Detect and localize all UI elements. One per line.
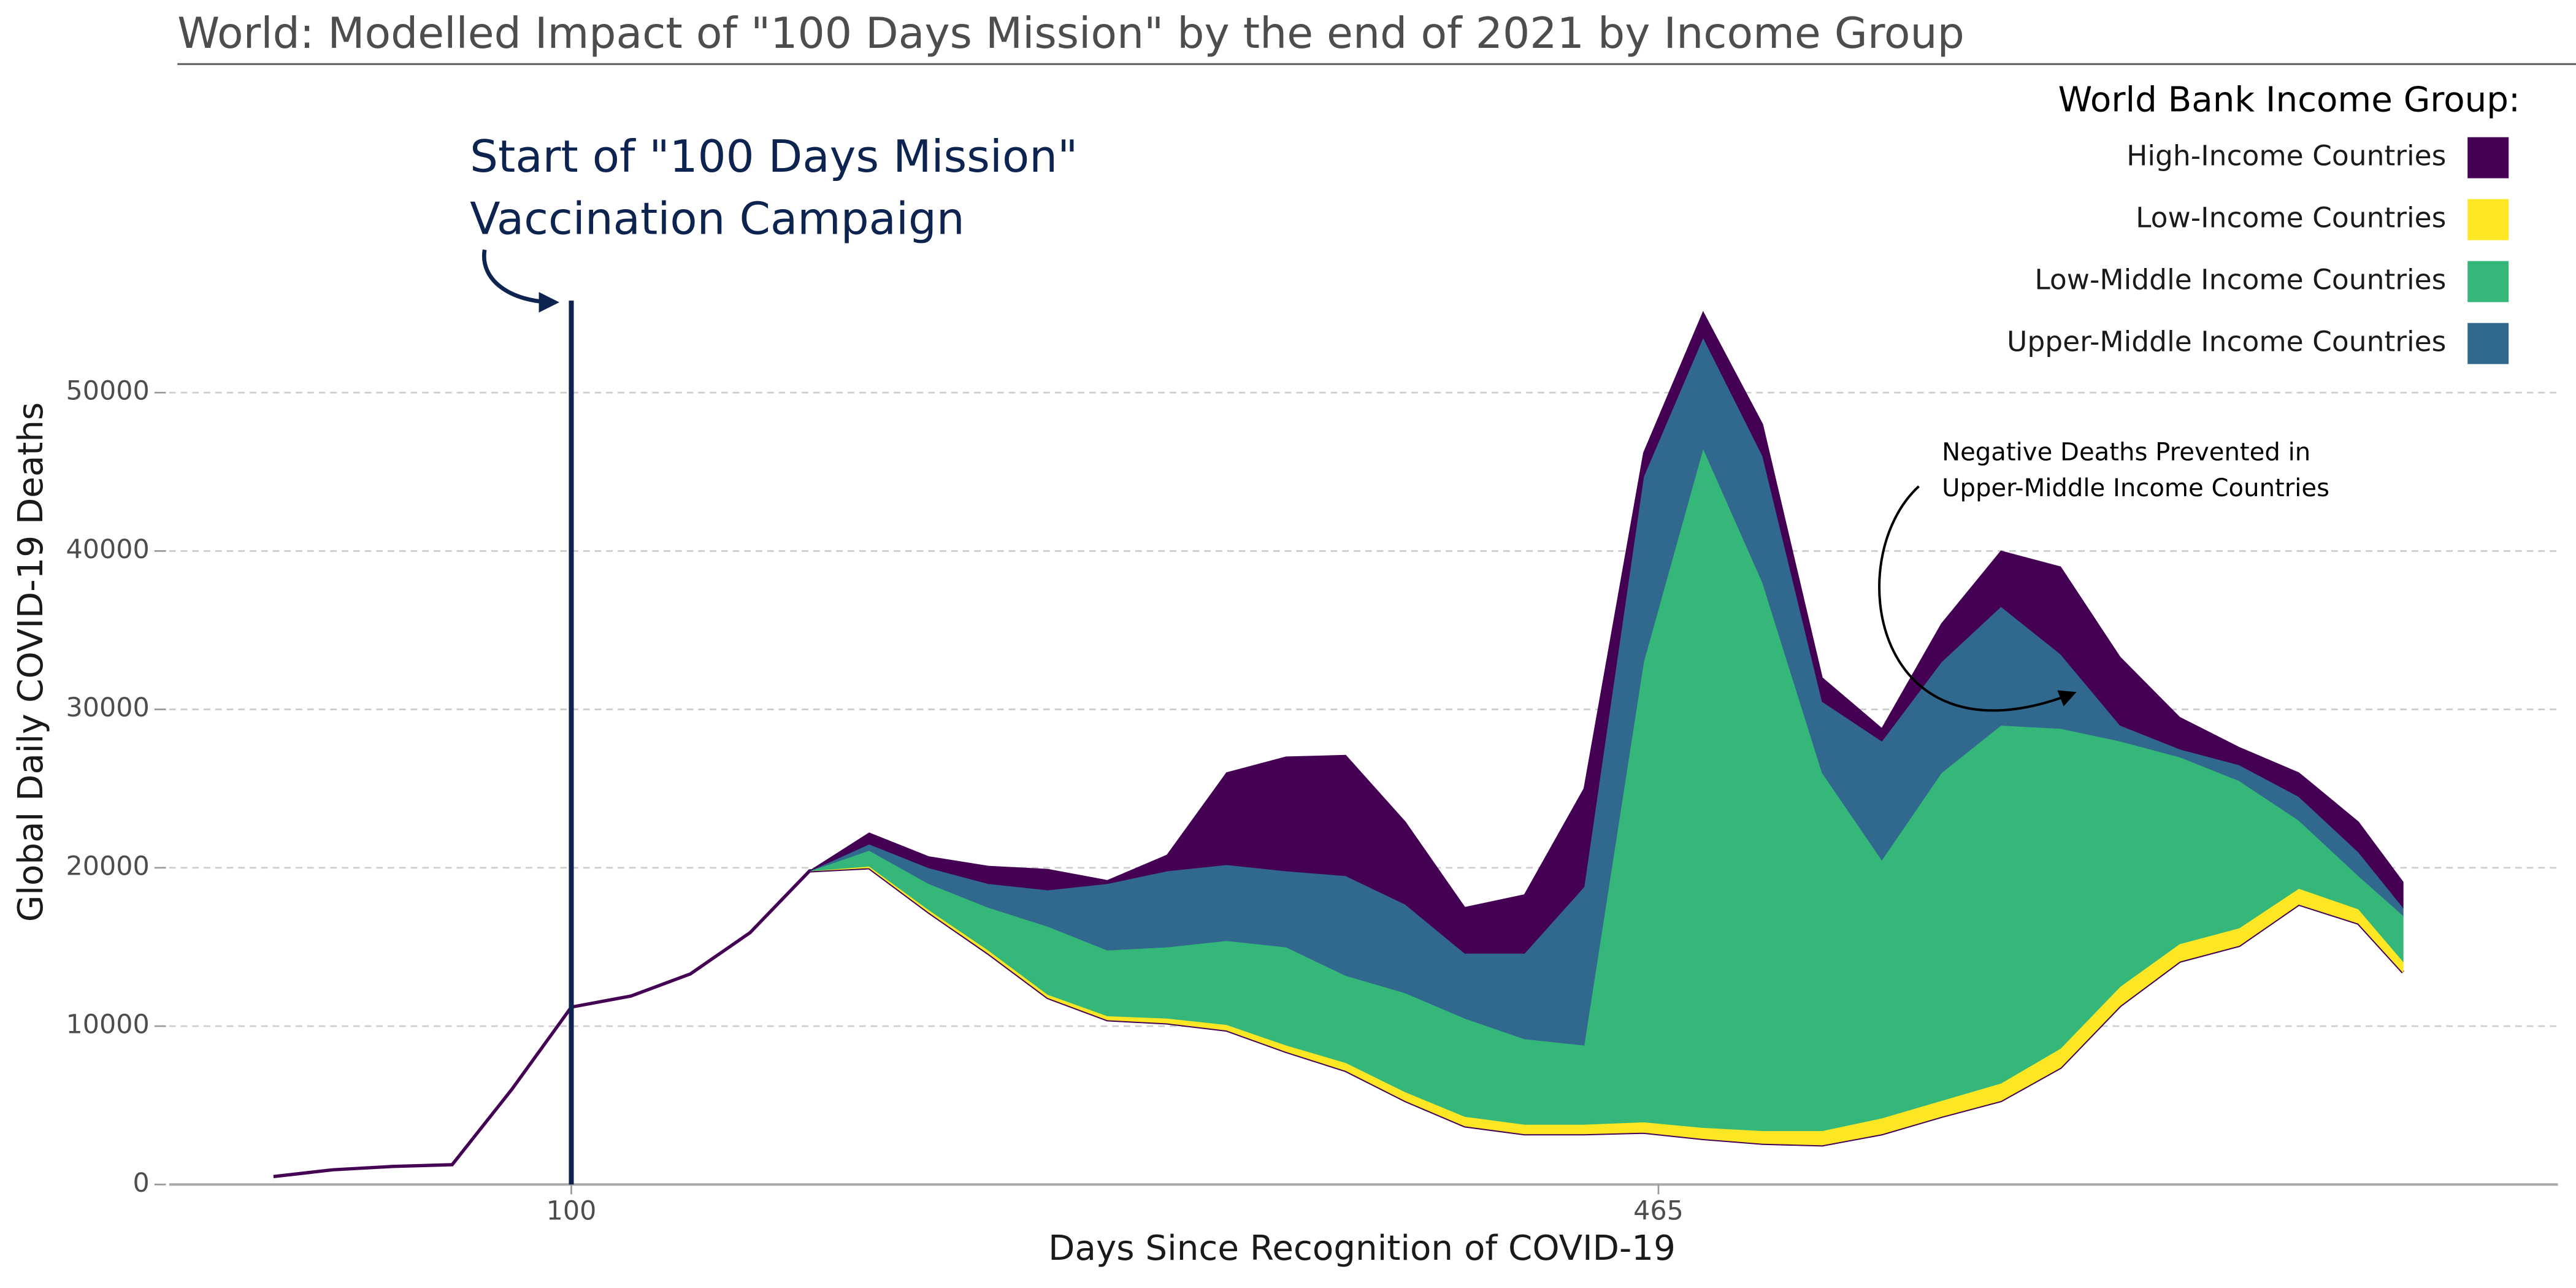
x-axis-title: Days Since Recognition of COVID-19: [1048, 1229, 1676, 1268]
y-tick-label: 40000: [66, 534, 149, 565]
annotation: Upper-Middle Income Countries: [1942, 474, 2329, 502]
y-axis-title: Global Daily COVID-19 Deaths: [11, 402, 51, 922]
legend-label: Upper-Middle Income Countries: [2007, 326, 2446, 358]
y-tick-label: 0: [132, 1168, 149, 1198]
x-tick-label: 465: [1633, 1195, 1684, 1226]
y-tick-label: 20000: [66, 851, 149, 881]
ribbon-area: [809, 310, 2404, 954]
legend-swatch: [2467, 261, 2509, 302]
vline-label: Vaccination Campaign: [470, 194, 965, 245]
legend-label: High-Income Countries: [2126, 140, 2446, 172]
y-tick-label: 50000: [66, 376, 149, 407]
legend-label: Low-Income Countries: [2136, 202, 2446, 234]
plot-layer: 0 10000 20000 30000 40000 50000 100 465: [66, 301, 2558, 1226]
legend-swatch: [2467, 323, 2509, 364]
y-tick-label: 10000: [66, 1010, 149, 1040]
vline-label: Start of "100 Days Mission": [470, 131, 1078, 183]
legend-swatch: [2467, 199, 2509, 240]
x-tick-label: 100: [546, 1195, 597, 1226]
legend-swatch: [2467, 137, 2509, 178]
annotation: Negative Deaths Prevented in: [1942, 438, 2310, 466]
y-tick-label: 30000: [66, 692, 149, 723]
legend-title: World Bank Income Group:: [2058, 80, 2520, 120]
annotation-arrow: [1878, 485, 2077, 712]
chart-title: World: Modelled Impact of "100 Days Miss…: [177, 9, 1965, 58]
legend-label: Low-Middle Income Countries: [2034, 264, 2446, 296]
vline-arrow: [481, 249, 560, 313]
